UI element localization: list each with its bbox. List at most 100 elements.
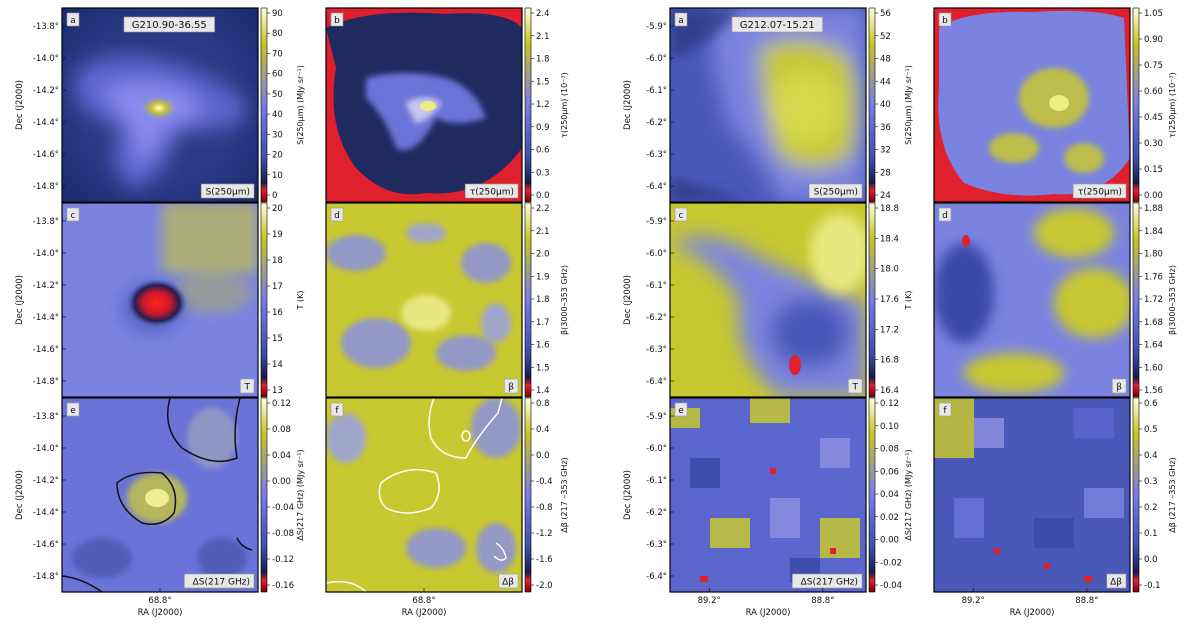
dec-tick-label: -6.2° (646, 313, 667, 323)
dec-tick-label: -14.2° (33, 281, 59, 291)
colorbar-tick-label: 0.0 (1144, 555, 1158, 565)
colorbar-tick-label: 16 (272, 308, 283, 318)
dec-tick-label: -14.8° (33, 182, 59, 192)
colorbar-tick-label: 17 (272, 282, 283, 292)
panel-image (934, 203, 1134, 397)
panel-letter-box (938, 207, 952, 222)
colorbar-tick-label: 70 (272, 49, 283, 59)
panel-image (670, 8, 866, 202)
panel-letter-box (66, 402, 80, 417)
colorbar-tick-label: 56 (880, 9, 891, 19)
colorbar-tick-label: 1.2 (536, 100, 550, 110)
dec-axis-label: Dec (J2000) (623, 80, 633, 130)
dec-tick-label: -6.3° (646, 540, 667, 550)
colorbar-tick-label: 0.8 (536, 399, 550, 409)
dec-tick-label: -6.4° (646, 377, 667, 387)
panel-image (934, 398, 1130, 592)
panel-tag-box (1072, 183, 1127, 199)
panel-frame (933, 7, 1131, 203)
panel-f: f Δβ 0.6 0.5 0.4 0.3 0.2 0.1 0.0 -0.1 Δβ (217 –353… (933, 397, 1177, 618)
field-name: G210.90-36.55 (132, 20, 207, 31)
panel-image (326, 8, 522, 202)
colorbar-tick-label: 60 (272, 70, 283, 80)
heatmap-image (934, 8, 1130, 202)
panel-letter: f (335, 406, 339, 416)
colorbar-tick-label: -0.4 (536, 477, 553, 487)
ra-axis-label: RA (J2000) (746, 608, 791, 618)
dec-tick-label: -6.3° (646, 345, 667, 355)
panel-variable-tag: S(250μm) (206, 188, 250, 198)
colorbar-tick-label: 18.4 (880, 234, 899, 244)
colorbar-tick-label: 30 (272, 130, 283, 140)
panel-frame (61, 7, 259, 203)
dec-tick-label: -14.0° (33, 54, 59, 64)
dec-tick-label: -14.4° (33, 313, 59, 323)
ra-tick-label: 88.8° (811, 596, 834, 606)
colorbar (260, 7, 268, 203)
colorbar-tick-label: 0.02 (880, 513, 899, 523)
colorbar-tick-label: 20 (272, 204, 283, 214)
colorbar-tick-label: 1.64 (1144, 341, 1163, 351)
panel-image (62, 203, 258, 397)
dec-tick-label: -6.1° (646, 476, 667, 486)
colorbar-tick-label: -0.04 (272, 503, 294, 513)
panel-tag-box (184, 573, 255, 589)
panel-frame (669, 202, 867, 398)
colorbar-tick-label: 0.6 (536, 146, 550, 156)
colorbar (260, 397, 268, 593)
panel-variable-tag: Δβ (1110, 578, 1122, 588)
panel-image (670, 398, 866, 592)
colorbar-tick-label: 15 (272, 334, 283, 344)
colorbar-tick-label: 0.00 (880, 536, 899, 546)
colorbar-tick-label: 18 (272, 256, 283, 266)
heatmap-image (62, 398, 258, 592)
colorbar-tick-label: 0.12 (880, 399, 899, 409)
dec-tick-label: -6.3° (646, 150, 667, 160)
panel-image (62, 8, 258, 202)
dec-tick-label: -6.0° (646, 444, 667, 454)
panel-variable-tag: τ(250μm) (470, 188, 514, 198)
colorbar-tick-label: 0.00 (1144, 191, 1163, 201)
colorbar-tick-label: 1.7 (536, 318, 550, 328)
heatmap-image (326, 203, 522, 397)
colorbar-tick-label: 1.8 (536, 55, 550, 65)
dec-tick-label: -14.6° (33, 150, 59, 160)
dec-tick-label: -6.1° (646, 281, 667, 291)
colorbar-label: β(3000–353 GHz) (560, 265, 569, 335)
dec-tick-label: -14.6° (33, 540, 59, 550)
colorbar-tick-label: 0.3 (536, 168, 550, 178)
panel-letter: e (70, 406, 76, 416)
colorbar-tick-label: 16.4 (880, 386, 899, 396)
heatmap-image (670, 8, 866, 202)
panel-b: b τ(250μm) 2.4 2.1 1.8 1.5 1.2 0.9 0.6 0.3 0.0 τ(25… (325, 7, 569, 203)
heatmap-image (62, 203, 258, 397)
panel-tag-box (792, 573, 863, 589)
panel-variable-tag: ΔS(217 GHz) (193, 578, 250, 588)
colorbar-tick-label: 19 (272, 230, 283, 240)
panel-image (670, 203, 870, 397)
dec-tick-label: -13.8° (33, 412, 59, 422)
dec-tick-label: -6.2° (646, 508, 667, 518)
colorbar-tick-label: 0.0 (536, 451, 550, 461)
panel-letter-box (330, 207, 344, 222)
panel-letter: a (70, 16, 76, 26)
colorbar-tick-label: 36 (880, 123, 891, 133)
panel-tag-box (240, 378, 255, 394)
colorbar-label: T (K) (904, 291, 913, 311)
colorbar-tick-label: 17.6 (880, 295, 899, 305)
panel-tag-box (808, 183, 863, 199)
dec-tick-label: -14.0° (33, 444, 59, 454)
colorbar-tick-label: 1.72 (1144, 295, 1163, 305)
panel-frame (325, 7, 523, 203)
panel-c: c T 20 19 18 17 16 15 14 13 T (K) -13.8° -14.0° -14.2… (15, 202, 305, 398)
field-name-box (123, 16, 215, 33)
panel-image (326, 398, 522, 592)
colorbar (524, 7, 532, 203)
colorbar-tick-label: -0.08 (272, 529, 294, 539)
panel-variable-tag: τ(250μm) (1078, 188, 1122, 198)
colorbar-tick-label: 18.0 (880, 265, 899, 275)
colorbar (524, 202, 532, 398)
colorbar-tick-label: 2.1 (536, 32, 550, 42)
panel-letter: c (679, 211, 684, 221)
panel-tag-box (498, 573, 519, 589)
